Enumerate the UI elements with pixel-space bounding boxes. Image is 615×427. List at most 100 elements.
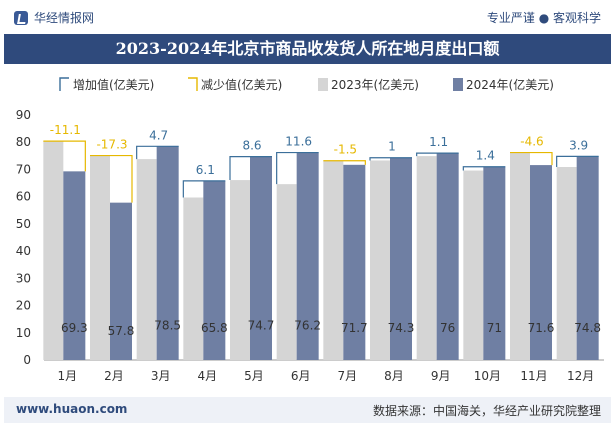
change-value-label: -11.1 [50,123,81,137]
change-value-label: -1.5 [334,143,357,157]
bar-2024-value-label: 69.3 [61,321,88,335]
bar-2024 [156,146,179,360]
bar-2023 [510,152,530,360]
bar-2024-value-label: 74.8 [574,321,601,335]
change-value-label: 3.9 [569,138,588,152]
bar-2024 [483,166,506,360]
x-tick-label: 1月 [58,369,78,383]
x-tick-label: 8月 [384,369,404,383]
legend-marker-increase [59,77,69,91]
top-bar: 华经情报网 专业严谨 ● 客观科学 [0,0,615,34]
x-tick-label: 9月 [431,369,451,383]
y-tick-label: 50 [16,217,31,231]
bar-2023 [43,141,64,360]
change-bracket-increase [556,155,599,167]
y-tick-label: 90 [16,108,31,122]
bar-2024-value-label: 78.5 [154,318,181,332]
bar-2024-value-label: 74.7 [248,318,275,332]
bar-2023 [463,170,484,360]
legend-label: 2024年(亿美元) [466,77,554,92]
y-tick-label: 30 [16,271,31,285]
bar-2024 [530,165,552,360]
legend-marker-bar2023 [318,78,328,91]
bar-2023 [90,155,110,360]
x-tick-label: 7月 [338,369,358,383]
bar-2023 [183,197,204,360]
bar-2024 [343,164,366,360]
bar-2024 [203,180,226,360]
y-tick-label: 60 [16,190,31,204]
bar-2024-value-label: 76.2 [294,318,321,332]
change-value-label: -4.6 [520,135,543,149]
source-label: 数据来源：中国海关，华经产业研究院整理 [372,404,601,418]
change-bracket-decrease [323,160,366,165]
x-tick-label: 2月 [104,369,124,383]
y-tick-label: 70 [16,162,31,176]
bar-2024-value-label: 71 [487,321,502,335]
change-value-label: 1.4 [476,149,495,163]
change-bracket-decrease [510,151,553,166]
bar-2024 [436,153,459,360]
x-tick-label: 11月 [520,369,547,383]
brand-name: 华经情报网 [34,11,95,25]
bar-2023 [230,180,250,360]
y-tick-label: 0 [23,353,31,367]
x-tick-label: 6月 [291,369,311,383]
change-value-label: -17.3 [96,138,127,152]
bar-2023 [416,156,437,360]
bar-2024 [110,202,132,360]
change-bracket-decrease [43,140,86,172]
change-bracket-increase [416,152,459,157]
change-bracket-decrease [90,154,133,203]
change-bracket-increase [462,166,506,171]
bar-2023 [136,159,157,360]
bar-2023 [556,166,577,360]
change-value-label: 8.6 [242,139,261,153]
change-value-label: 1 [388,140,396,154]
legend-label: 2023年(亿美元) [331,77,419,92]
y-tick-label: 80 [16,135,31,149]
x-tick-label: 12月 [567,369,594,383]
bar-2024 [63,171,86,360]
y-tick-label: 20 [16,299,31,313]
bar-2024-value-label: 76 [440,321,455,335]
change-bracket-increase [182,180,226,198]
bar-2023 [370,160,390,360]
change-value-label: 6.1 [196,163,215,177]
x-tick-label: 4月 [198,369,218,383]
legend-marker-decrease [188,77,198,91]
website-label: www.huaon.com [16,402,128,416]
title-bar: 2023-2024年北京市商品收发货人所在地月度出口额 [4,34,611,64]
change-value-label: 4.7 [149,128,168,142]
y-tick-label: 40 [16,244,31,258]
x-tick-label: 3月 [151,369,171,383]
bar-2024-value-label: 71.6 [528,321,555,335]
bar-2024-value-label: 57.8 [108,324,135,338]
bar-2024 [250,156,272,360]
change-value-label: 11.6 [285,135,312,149]
bar-chart: 增加值(亿美元) 减少值(亿美元) 2023年(亿美元) 2024年(亿美元) 0 10 2… [16,77,604,383]
change-bracket-increase [369,157,412,161]
bar-2023 [276,184,297,360]
chart-title: 2023-2024年北京市商品收发货人所在地月度出口额 [115,39,500,58]
bar-2024-value-label: 74.3 [388,321,415,335]
x-tick-label: 5月 [244,369,264,383]
change-bracket-increase [136,145,179,160]
change-bracket-increase [229,156,272,181]
legend-marker-bar2024 [453,78,463,91]
bar-2024-value-label: 65.8 [201,321,228,335]
footer: www.huaon.com 数据来源：中国海关，华经产业研究院整理 [4,397,611,423]
brand: 华经情报网 [14,9,94,26]
slogan: 专业严谨 ● 客观科学 [486,11,601,25]
bar-2024 [390,157,412,360]
bar-2024 [576,156,599,360]
bar-2023 [323,160,344,360]
bar-2024-value-label: 71.7 [341,321,368,335]
logo-icon [14,10,28,25]
legend-label: 减少值(亿美元) [201,77,282,92]
change-value-label: 1.1 [429,135,448,149]
legend-label: 增加值(亿美元) [73,77,154,92]
y-tick-label: 10 [16,326,31,340]
bar-2024 [296,152,319,360]
x-tick-label: 10月 [474,369,501,383]
